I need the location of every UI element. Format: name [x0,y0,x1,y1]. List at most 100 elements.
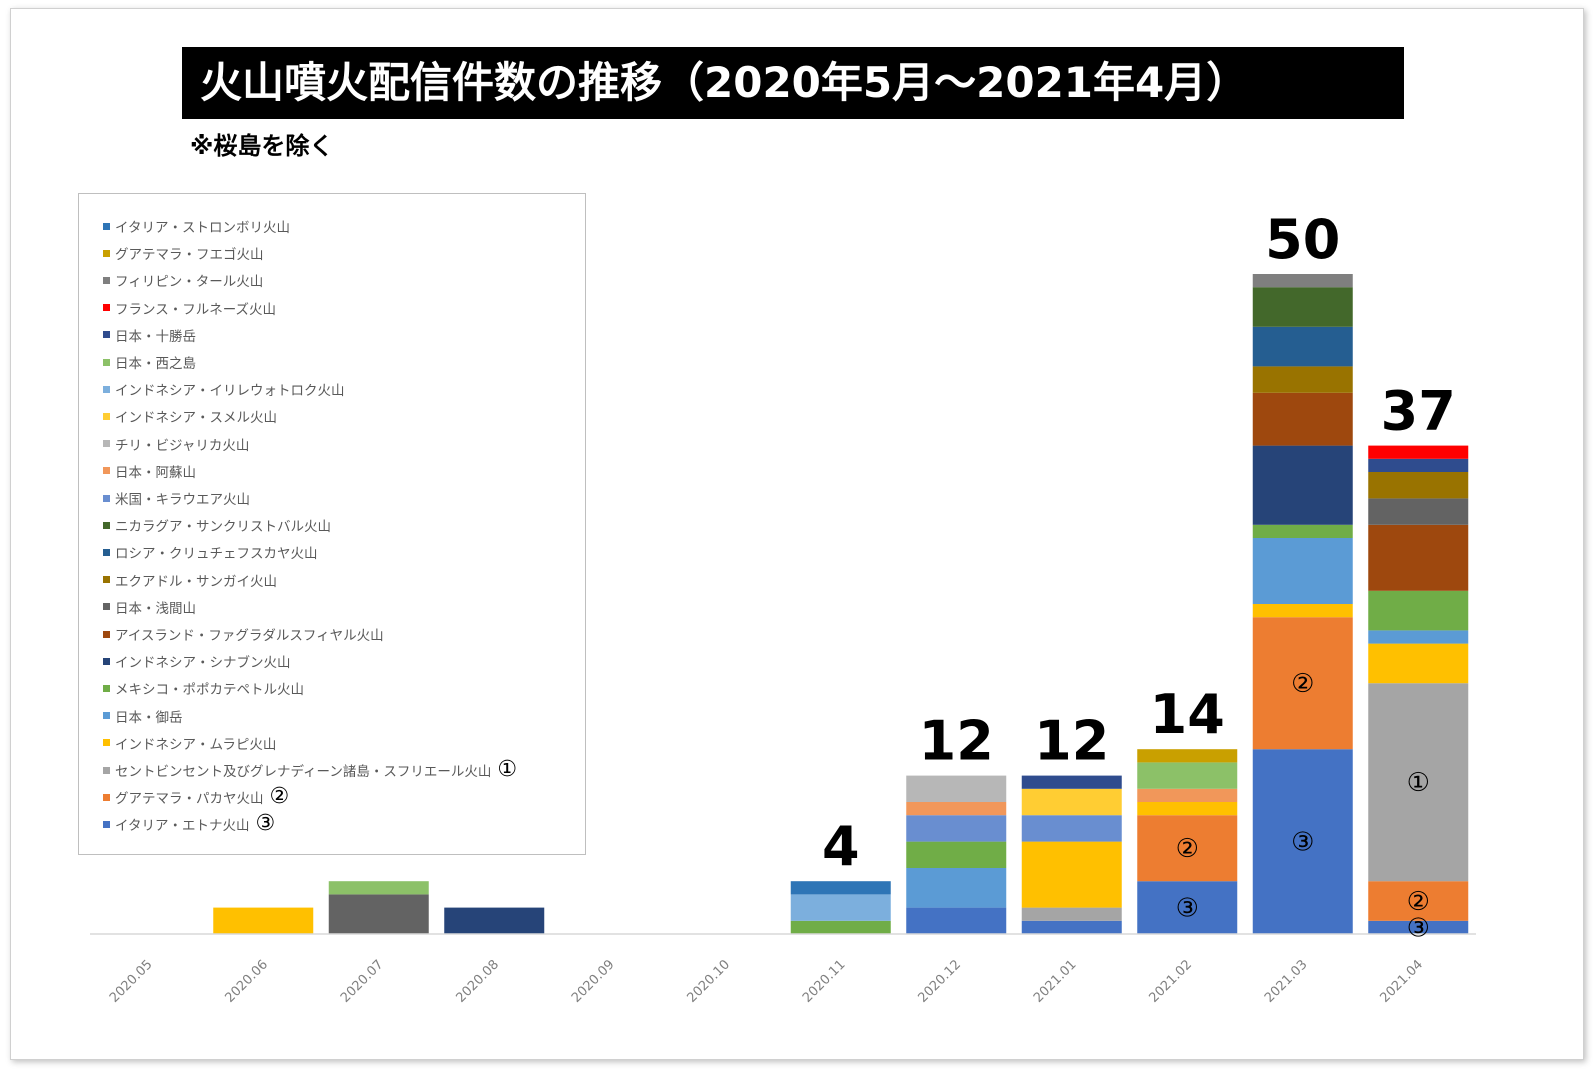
legend-mark: ② [269,784,290,810]
legend-item: アイスランド・ファグラダルスフィヤル火山 [103,624,384,644]
bar-mark-label: ③ [1176,894,1199,924]
legend-item: チリ・ビジャリカ火山 [103,434,249,454]
x-tick-label: 2020.09 [569,957,618,1006]
legend-item: イタリア・ストロンボリ火山 [103,216,290,236]
legend-label: セントビンセント及びグレナディーン諸島・スフリエール火山 [115,764,492,780]
legend-item: インドネシア・スメル火山 [103,406,277,426]
legend-swatch [103,412,110,420]
bar-segment [1137,802,1238,816]
bar-segment [1368,590,1469,631]
bar-segment [1137,815,1238,882]
legend-label: グアテマラ・パカヤ火山 [115,791,264,808]
bar-segment [1368,881,1469,921]
bar-segment [328,881,429,895]
bar-segment [1368,445,1469,459]
bar-segment [906,841,1007,868]
x-tick-label: 2021.02 [1146,957,1195,1006]
bar-segment [906,907,1007,934]
legend-item: イタリア・エトナ火山 ③ [103,811,276,837]
legend-label: ロシア・クリュチェフスカヤ火山 [115,546,318,563]
legend-mark: ① [497,757,518,782]
legend-item: フィリピン・タール火山 [103,270,263,290]
bar-segment [1137,749,1238,763]
x-tick-label: 2020.07 [338,957,387,1006]
legend-label: フランス・フルネーズ火山 [115,301,277,318]
legend-swatch [103,657,110,665]
title-banner: 火山噴火配信件数の推移（2020年5月～2021年4月） [182,47,1404,119]
bar-segment [1252,326,1353,367]
legend-mark: ③ [255,811,276,837]
legend-item: メキシコ・ポポカテペトル火山 [103,678,304,698]
legend-swatch [103,548,110,556]
legend-item: 日本・十勝岳 [103,325,196,345]
bar-segment [1252,274,1353,288]
legend-swatch [103,440,110,448]
legend-swatch [103,304,110,312]
legend-swatch [103,358,110,366]
legend-swatch [103,222,110,230]
legend-item: インドネシア・シナブン火山 [103,651,291,671]
total-label: 14 [1150,683,1225,746]
bar-segment [1021,788,1122,816]
legend-item: 日本・西之島 [103,352,196,372]
legend-item: 日本・浅間山 [103,597,196,617]
legend-swatch [103,684,110,692]
bar-segment [1368,498,1469,525]
legend-swatch [103,494,110,502]
bar-segment [1021,775,1122,789]
bar-segment [1252,287,1353,327]
legend-swatch [103,276,110,284]
total-label: 50 [1265,208,1340,271]
bar-segment [1137,762,1238,789]
bar-segment [1021,907,1122,921]
total-label: 12 [1034,710,1109,773]
bar-segment [1252,366,1353,393]
bar-segment [906,815,1007,842]
legend-label: チリ・ビジャリカ火山 [115,437,250,454]
x-tick-label: 2020.10 [684,957,733,1006]
legend-label: 日本・阿蘇山 [115,464,196,481]
legend-swatch [103,630,110,638]
legend-item: インドネシア・ムラピ火山 [103,733,276,753]
x-tick-label: 2020.06 [222,957,271,1006]
legend-item: 米国・キラウエア火山 [103,488,250,508]
legend-label: イタリア・ストロンボリ火山 [115,220,290,236]
bar-mark-label: ② [1407,887,1430,917]
bar-segment [1368,643,1469,684]
bar-mark-label: ③ [1291,828,1314,858]
chart-title: 火山噴火配信件数の推移（2020年5月～2021年4月） [200,58,1249,107]
bar-segment [790,920,891,934]
legend-label: インドネシア・シナブン火山 [115,655,291,672]
legend-swatch [103,712,110,720]
legend-label: エクアドル・サンガイ火山 [115,573,277,590]
bar-segment [1252,617,1353,750]
bar-segment [1021,815,1122,842]
legend-label: 米国・キラウエア火山 [115,492,250,508]
bar-segment [213,907,314,934]
legend-label: グアテマラ・フエゴ火山 [115,247,264,264]
legend-label: イタリア・エトナ火山 [115,818,250,835]
bar-segment [790,894,891,921]
legend-label: メキシコ・ポポカテペトル火山 [115,682,304,699]
legend-item: インドネシア・イリレウォトロク火山 [103,379,345,399]
legend-swatch [103,331,110,339]
legend-swatch [103,385,110,393]
legend-swatch [103,766,110,774]
legend-label: インドネシア・イリレウォトロク火山 [115,383,345,400]
bar-segment [906,868,1007,908]
bar-mark-label: ① [1407,768,1430,798]
bar-segment [906,802,1007,816]
legend-swatch [103,521,110,529]
bar-segment [1368,524,1469,591]
legend-label: 日本・御岳 [115,709,183,726]
bar-segment [1368,683,1469,882]
bar-segment [1252,604,1353,618]
legend-item: ニカラグア・サンクリストバル火山 [103,515,331,535]
bar-segment [1252,524,1353,538]
bar-segment [1368,630,1469,644]
bar-segment [1368,920,1469,934]
bar-segment [1021,920,1122,934]
x-tick-label: 2020.11 [800,957,849,1006]
x-tick-label: 2020.08 [453,957,502,1006]
total-label: 12 [919,710,994,773]
